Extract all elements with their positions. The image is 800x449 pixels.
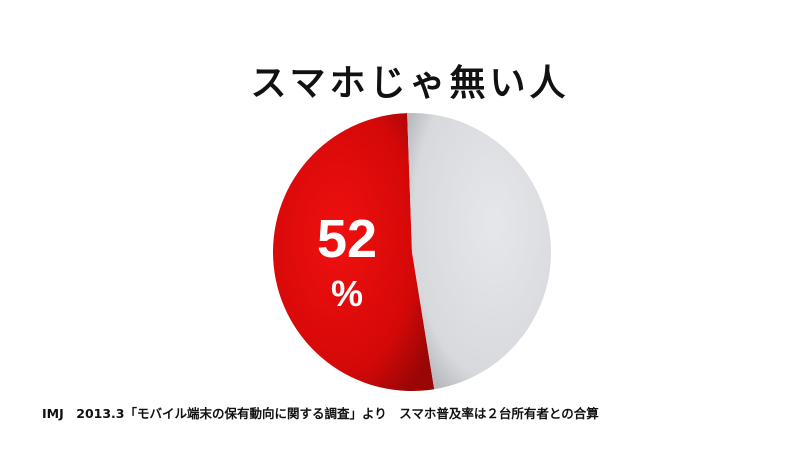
pie-slice-2 [407,113,552,390]
data-label-value: 52 [316,209,378,269]
data-label-unit: % [330,273,363,314]
source-note: IMJ 2013.3「モバイル端末の保有動向に関する調査」より スマホ普及率は２… [42,406,599,421]
chart-title: スマホじゃ無い人 [250,63,570,104]
pie-slice-1 [273,113,435,391]
